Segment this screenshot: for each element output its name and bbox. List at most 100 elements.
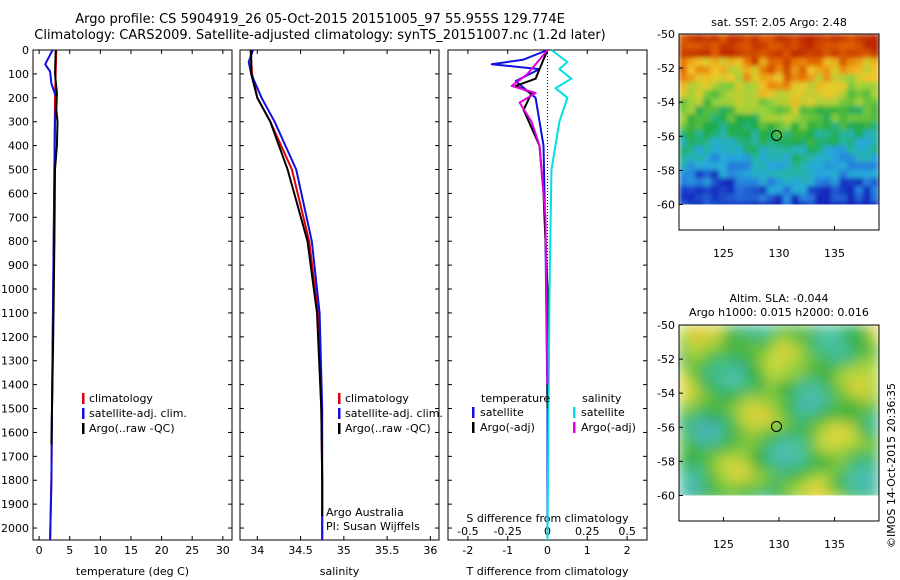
map-cell-sla — [855, 477, 864, 486]
map-cell-sst — [863, 90, 872, 99]
map-cell-sst — [847, 90, 856, 99]
plot-frame-salinity — [239, 49, 440, 541]
map-cell-sst — [679, 186, 688, 195]
map-cell-sla — [759, 365, 768, 374]
map-cell-sst — [847, 194, 856, 203]
map-cell-sla — [823, 445, 832, 454]
map-cell-sst — [687, 42, 696, 51]
map-cell-sst — [735, 114, 744, 123]
map-cell-sla — [711, 381, 720, 390]
map-cell-sla — [855, 413, 864, 422]
map-cell-sla — [847, 333, 856, 342]
map-cell-sla — [815, 469, 824, 478]
map-cell-sla — [815, 389, 824, 398]
map-cell-sla — [823, 405, 832, 414]
map-cell-sst — [823, 138, 832, 147]
map-cell-sla — [719, 357, 728, 366]
map-cell-sla — [847, 469, 856, 478]
map-cell-sst — [687, 138, 696, 147]
map-cell-sst — [743, 82, 752, 91]
map-cell-sst — [783, 90, 792, 99]
x-tick-label-temperature: 5 — [66, 544, 73, 557]
map-cell-sst — [839, 50, 848, 59]
map-cell-sst — [807, 114, 816, 123]
map-cell-sla — [815, 357, 824, 366]
map-cell-sst — [831, 130, 840, 139]
map-cell-sst — [791, 42, 800, 51]
map-cell-sst — [703, 194, 712, 203]
map-cell-sla — [847, 453, 856, 462]
map-cell-sla — [823, 341, 832, 350]
map-cell-sla — [719, 397, 728, 406]
map-cell-sla — [823, 461, 832, 470]
map-cell-sla — [711, 397, 720, 406]
map-cell-sla — [735, 389, 744, 398]
map-cell-sst — [839, 66, 848, 75]
map-cell-sst — [815, 98, 824, 107]
map-cell-sst — [847, 130, 856, 139]
map-cell-sla — [791, 485, 800, 494]
map-cell-sst — [751, 42, 760, 51]
map-cell-sla — [767, 469, 776, 478]
map-cell-sst — [823, 186, 832, 195]
map-cell-sst — [871, 50, 879, 59]
map-cell-sst — [855, 130, 864, 139]
map-cell-sst — [759, 90, 768, 99]
map-cell-sst — [727, 146, 736, 155]
map-cell-sla — [791, 365, 800, 374]
map-cell-sla — [815, 397, 824, 406]
map-cell-sla — [783, 333, 792, 342]
map-cell-sst — [703, 122, 712, 131]
map-cell-sst — [719, 146, 728, 155]
map-cell-sst — [735, 34, 744, 43]
map-cell-sst — [767, 74, 776, 83]
legend-label-temperature: Argo(..raw -QC) — [89, 422, 175, 435]
map-cell-sst — [815, 162, 824, 171]
map-cell-sla — [871, 357, 879, 366]
map-cell-sst — [791, 106, 800, 115]
map-cell-sst — [751, 34, 760, 43]
map-cell-sla — [751, 341, 760, 350]
map-cell-sst — [743, 138, 752, 147]
map-cell-sst — [719, 138, 728, 147]
map-cell-sla — [791, 405, 800, 414]
map-cell-sst — [871, 34, 879, 43]
map-cell-sst — [751, 58, 760, 67]
map-cell-sla — [823, 365, 832, 374]
map-cell-sst — [863, 154, 872, 163]
map-cell-sst — [775, 186, 784, 195]
map-cell-sla — [799, 405, 808, 414]
map-cell-sst — [791, 50, 800, 59]
map-cell-sla — [687, 429, 696, 438]
map-cell-sla — [823, 397, 832, 406]
map-cell-sst — [743, 146, 752, 155]
map-cell-sla — [831, 405, 840, 414]
map-cell-sst — [807, 162, 816, 171]
map-cell-sst — [855, 122, 864, 131]
map-cell-sla — [703, 413, 712, 422]
map-cell-sla — [695, 349, 704, 358]
map-cell-sst — [823, 178, 832, 187]
map-cell-sst — [783, 154, 792, 163]
map-cell-sla — [855, 485, 864, 494]
map-cell-sst — [751, 82, 760, 91]
map-cell-sla — [695, 365, 704, 374]
map-cell-sla — [727, 413, 736, 422]
map-cell-sst — [839, 154, 848, 163]
map-cell-sla — [703, 453, 712, 462]
legend-label-salinity: climatology — [345, 392, 409, 405]
map-cell-sla — [743, 477, 752, 486]
map-cell-sst — [743, 42, 752, 51]
map-cell-sst — [695, 58, 704, 67]
map-cell-sla — [783, 469, 792, 478]
map-cell-sla — [703, 421, 712, 430]
map-cell-sst — [807, 34, 816, 43]
map-cell-sst — [735, 106, 744, 115]
map-cell-sla — [799, 341, 808, 350]
map-cell-sst — [743, 194, 752, 203]
map-cell-sst — [831, 146, 840, 155]
x-tick-label-salinity: 35.5 — [375, 544, 400, 557]
map-cell-sst — [703, 130, 712, 139]
map-cell-sst — [727, 82, 736, 91]
map-cell-sst — [719, 98, 728, 107]
